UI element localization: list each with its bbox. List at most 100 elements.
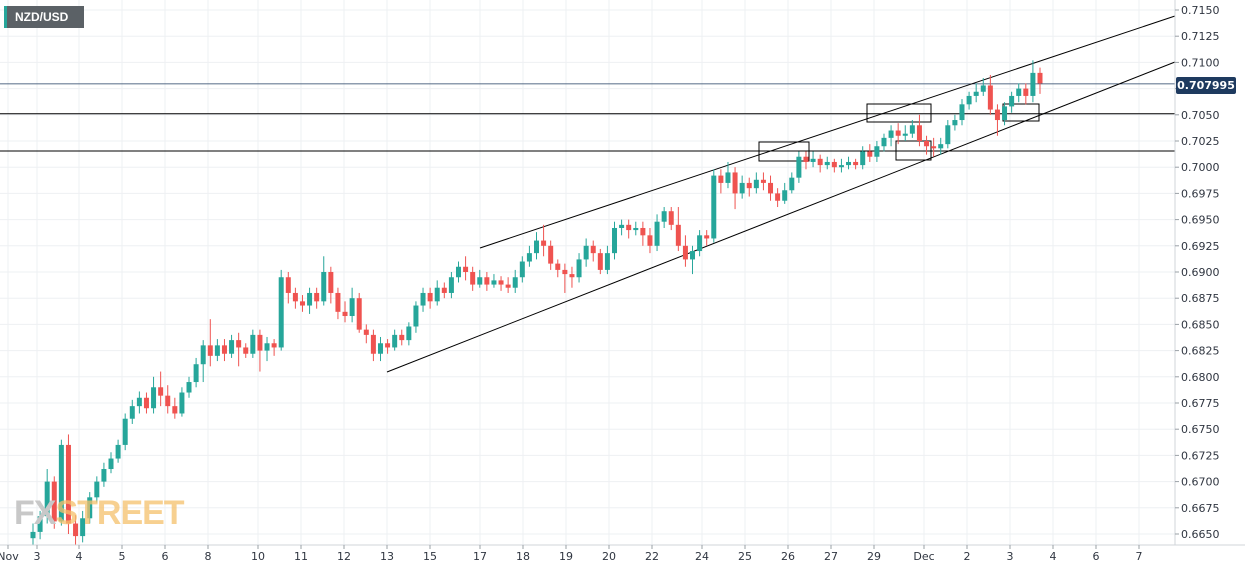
symbol-label: NZD/USD [4,6,84,28]
candle-body [994,109,1000,121]
candle-body [498,280,504,285]
candle-body [406,326,412,341]
x-tick-label: 25 [738,550,752,563]
candle-body [1030,72,1036,96]
y-tick-label: 0.7100 [1181,56,1220,69]
y-tick-label: 0.6650 [1181,528,1220,541]
y-tick-label: 0.7125 [1181,30,1220,43]
x-tick-label: Nov [0,550,19,563]
candle-body [803,156,809,162]
candle-body [775,193,781,201]
y-tick-label: 0.6925 [1181,240,1220,253]
x-tick-label: 6 [162,550,169,563]
x-axis-ticks: Nov 3 4 5 6 8 10 11 12 13 15 17 18 19 20 22 24 25 26 27 29 De… [0,545,1143,563]
candle-body [342,311,348,317]
candle-body [292,292,298,302]
candle-body [94,481,100,498]
candle-body [491,280,497,285]
candle-body [1023,88,1029,96]
candle-body [583,245,589,260]
candle-body [356,298,362,330]
candle-body [604,253,610,270]
candle-body [548,245,554,264]
candle-body [909,125,915,134]
candle-body [526,253,532,262]
x-tick-label: 11 [294,550,308,563]
current-price-tag: 0.707995 [1176,77,1236,94]
candle-body [768,182,774,194]
candle-body [314,292,320,302]
x-tick-label: 27 [824,550,838,563]
candle-body [902,133,908,136]
candle-body [87,497,93,519]
candle-body [1009,95,1015,107]
candle-body [165,395,171,407]
candle-body [271,343,277,348]
candle-body [30,531,36,539]
y-tick-label: 0.6775 [1181,397,1220,410]
y-tick-label: 0.7050 [1181,109,1220,122]
x-tick-label: 24 [695,550,709,563]
candle-body [512,277,518,288]
candle-body [257,334,263,351]
x-tick-label: 29 [867,550,881,563]
candle-body [1037,72,1043,84]
candle-body [370,334,376,354]
candle-body [122,418,128,445]
candle-body [597,253,603,270]
candle-body [399,334,405,341]
x-tick-label: Dec [913,550,934,563]
candle-body [1016,88,1022,96]
candle-body [980,85,986,92]
candle-body [626,224,632,231]
x-tick-label: 2 [964,550,971,563]
candle-body [959,104,965,121]
candle-body [172,406,178,414]
candle-body [846,161,852,166]
candle-body [158,387,164,396]
candle-body [881,137,887,147]
candle-body [250,334,256,354]
candle-body [420,292,426,306]
x-tick-label: 13 [380,550,394,563]
candle-body [413,305,419,327]
y-tick-label: 0.6750 [1181,423,1220,436]
candle-body [214,345,220,356]
candle-body [945,125,951,145]
candle-body [590,245,596,254]
candle-body [987,85,993,110]
candle-body [335,292,341,312]
candle-body [888,130,894,138]
candle-body [392,334,398,348]
x-tick-label: 5 [119,550,126,563]
y-tick-label: 0.7025 [1181,135,1220,148]
x-tick-label: 26 [781,550,795,563]
highlight-box [895,140,932,161]
candle-body [136,397,142,407]
candle-body [753,179,759,189]
candle-body [824,161,830,166]
candle-body [661,211,667,222]
candle-body [654,221,660,246]
candle-body [541,240,547,246]
y-tick-label: 0.6875 [1181,292,1220,305]
candle-body [186,382,192,393]
candle-body [697,235,703,252]
y-tick-label: 0.6675 [1181,502,1220,515]
x-tick-label: 18 [516,550,530,563]
x-tick-label: 19 [559,550,573,563]
y-tick-label: 0.6800 [1181,371,1220,384]
candle-body [80,518,86,537]
candle-body [441,287,447,293]
candle-body [796,156,802,178]
candle-body [895,130,901,136]
lower-channel-line [386,61,1176,373]
x-tick-label: 7 [1136,550,1143,563]
candle-body [952,120,958,126]
candle-body [633,227,639,231]
candle-body [519,261,525,278]
candle-body [477,277,483,285]
candle-body [115,444,121,459]
candle-body [179,392,185,414]
